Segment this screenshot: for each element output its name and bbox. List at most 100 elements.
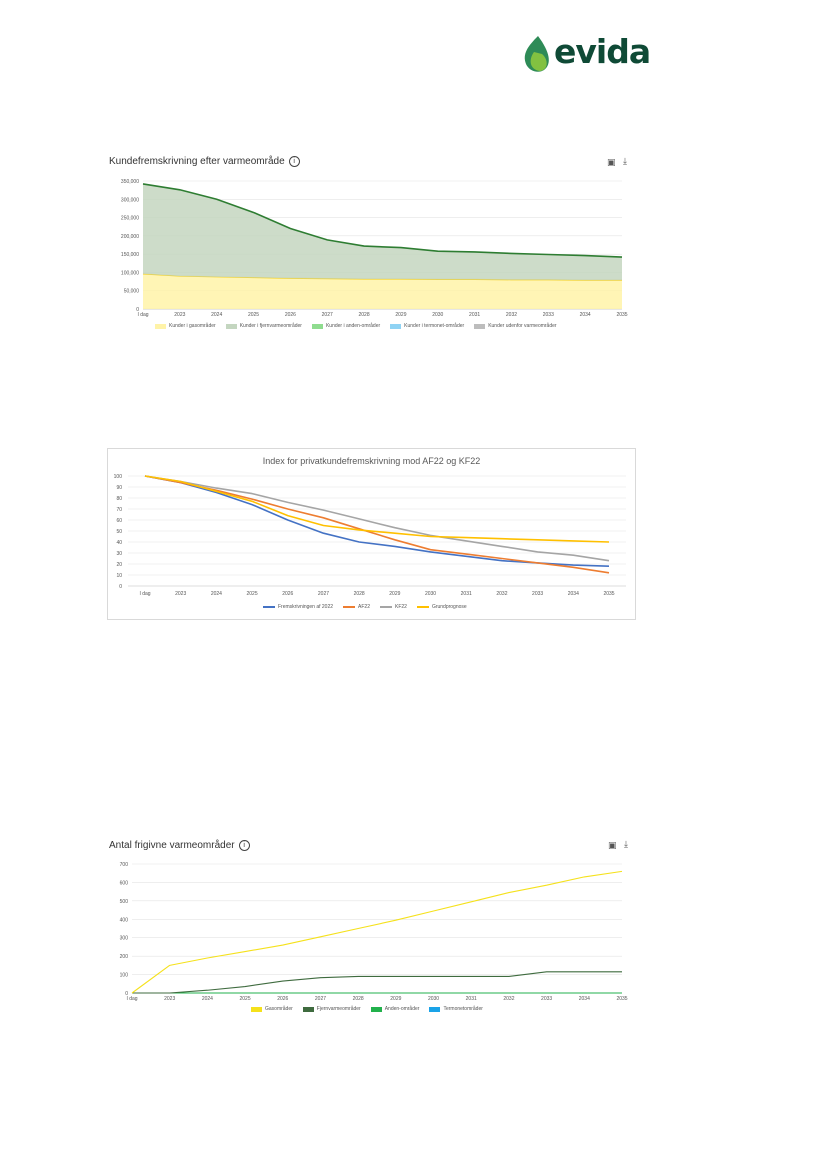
legend-swatch xyxy=(311,323,323,329)
legend-label: Fremskrivningen af 2022 xyxy=(278,604,334,610)
chart3-xtick-label: 2032 xyxy=(503,996,514,1002)
legend-label: Kunder i anden-områder xyxy=(325,323,381,329)
evida-logo: evida xyxy=(520,32,651,74)
chart3-title-text: Antal frigivne varmeområder xyxy=(109,840,235,851)
legend-swatch xyxy=(474,323,486,329)
chart1-ytick-label: 300,000 xyxy=(121,197,139,203)
chart1-legend: Kunder i gasområder Kunder i fjernvarmeom… xyxy=(155,323,557,329)
legend-item[interactable]: Kunder i fjernvarmeområder xyxy=(225,323,302,329)
legend-label: AF22 xyxy=(358,604,370,610)
chart2-panel: Index for privatkundefremskrivning mod A… xyxy=(107,448,636,620)
legend-swatch xyxy=(155,323,166,329)
chart1-xtick-label: I dag xyxy=(137,312,148,318)
camera-icon[interactable]: ▣ xyxy=(607,157,616,167)
chart1-title-text: Kundefremskrivning efter varmeområde xyxy=(109,156,285,167)
chart1-ytick-label: 250,000 xyxy=(121,216,139,222)
chart3-xtick-label: 2025 xyxy=(240,996,251,1002)
chart1-xtick-label: 2028 xyxy=(359,312,370,318)
legend-item[interactable]: Kunder i termonet-områder xyxy=(390,323,464,329)
chart1-xtick-label: 2027 xyxy=(322,312,333,318)
legend-label: Termonetområder xyxy=(443,1006,483,1012)
chart2-title: Index for privatkundefremskrivning mod A… xyxy=(262,456,481,466)
chart1-line-series-1 xyxy=(142,183,623,258)
chart1-xtick-label: 2030 xyxy=(432,312,443,318)
legend-swatch xyxy=(302,1006,314,1012)
legend-swatch xyxy=(251,1006,262,1012)
chart3-xtick-label: 2024 xyxy=(202,996,213,1002)
legend-label: Fjernvarmeområder xyxy=(316,1006,361,1012)
chart3-ytick-label: 500 xyxy=(120,899,129,905)
legend-item[interactable]: Fremskrivningen af 2022 xyxy=(263,604,333,610)
chart3-ytick-label: 300 xyxy=(120,936,129,942)
chart1-xtick-label: 2034 xyxy=(580,312,591,318)
chart1-ytick-label: 50,000 xyxy=(124,289,140,295)
legend-item[interactable]: Gasområder xyxy=(251,1006,293,1012)
chart1-xtick-label: 2032 xyxy=(506,312,517,318)
chart1-xtick-label: 2025 xyxy=(248,312,259,318)
legend-item[interactable]: KF22 xyxy=(379,604,407,610)
chart3-xtick-label: 2026 xyxy=(277,996,288,1002)
logo-text: evida xyxy=(554,32,651,71)
chart3-xtick-label: 2023 xyxy=(164,996,175,1002)
chart1-xtick-label: 2029 xyxy=(395,312,406,318)
legend-item[interactable]: Kunder i anden-områder xyxy=(311,323,381,329)
chart3-xtick-label: 2029 xyxy=(390,996,401,1002)
chart1-xtick-label: 2026 xyxy=(285,312,296,318)
chart3-xtick-label: 2031 xyxy=(466,996,477,1002)
chart3-ytick-label: 700 xyxy=(120,862,129,868)
chart1-xtick-label: 2033 xyxy=(543,312,554,318)
chart1-ytick-label: 100,000 xyxy=(121,270,139,276)
chart2-legend: Fremskrivningen af 2022 AF22 KF22 Grundprog… xyxy=(263,604,467,610)
chart1-line-series-0 xyxy=(142,273,622,281)
legend-item[interactable]: Kunder i gasområder xyxy=(155,323,216,329)
info-icon[interactable]: i xyxy=(288,156,300,167)
legend-item[interactable]: Anden-områder xyxy=(370,1006,420,1012)
download-icon[interactable]: ⤓ xyxy=(623,156,627,166)
chart1-ytick-label: 350,000 xyxy=(121,179,139,185)
legend-swatch xyxy=(370,1006,382,1012)
leaf-icon xyxy=(524,36,549,72)
chart1-ytick-label: 150,000 xyxy=(121,252,139,258)
chart1-xtick-label: 2024 xyxy=(211,312,222,318)
chart1-title: Kundefremskrivning efter varmeområde i xyxy=(109,156,300,167)
legend-label: Gasområder xyxy=(265,1006,293,1012)
chart1-xtick-label: 2023 xyxy=(174,312,185,318)
camera-icon[interactable]: ▣ xyxy=(608,840,617,850)
legend-swatch xyxy=(225,323,237,329)
chart3-line-series-1 xyxy=(132,971,622,994)
legend-swatch xyxy=(429,1006,441,1012)
legend-label: Anden-områder xyxy=(384,1006,420,1012)
legend-item[interactable]: Fjernvarmeområder xyxy=(302,1006,361,1012)
legend-label: Kunder udenfor varmeområder xyxy=(488,323,557,329)
legend-item[interactable]: Termonetområder xyxy=(429,1006,483,1012)
chart3-ytick-label: 600 xyxy=(120,880,129,886)
chart1-xtick-label: 2031 xyxy=(469,312,480,318)
chart3-xtick-label: I dag xyxy=(126,996,137,1002)
chart1-ytick-label: 200,000 xyxy=(121,234,139,240)
legend-item[interactable]: Kunder udenfor varmeområder xyxy=(474,323,557,329)
legend-swatch xyxy=(416,606,429,608)
legend-label: Kunder i gasområder xyxy=(169,323,216,329)
chart1-area-series-1 xyxy=(143,183,622,281)
chart1-ytick-label: 0 xyxy=(136,307,139,313)
chart3-line-series-0 xyxy=(131,870,623,994)
chart3-xtick-label: 2035 xyxy=(616,996,627,1002)
legend-swatch xyxy=(390,323,402,329)
chart1-area-series-0 xyxy=(143,273,622,309)
chart3-xtick-label: 2027 xyxy=(315,996,326,1002)
chart3-ytick-label: 0 xyxy=(125,991,128,997)
legend-swatch xyxy=(343,606,356,608)
legend-label: Kunder i fjernvarmeområder xyxy=(239,323,302,329)
chart3-ytick-label: 200 xyxy=(120,954,129,960)
legend-item[interactable]: AF22 xyxy=(343,604,370,610)
chart3-legend: Gasområder Fjernvarmeområder Anden-områder… xyxy=(251,1006,483,1012)
chart3-title: Antal frigivne varmeområder i xyxy=(109,840,250,851)
legend-swatch xyxy=(379,606,392,608)
chart1-xtick-label: 2035 xyxy=(616,312,627,318)
chart3-xtick-label: 2030 xyxy=(428,996,439,1002)
chart3-xtick-label: 2028 xyxy=(353,996,364,1002)
download-icon[interactable]: ⤓ xyxy=(624,839,628,849)
legend-item[interactable]: Grundprognose xyxy=(416,604,467,610)
chart3-xtick-label: 2034 xyxy=(579,996,590,1002)
info-icon[interactable]: i xyxy=(238,840,250,851)
